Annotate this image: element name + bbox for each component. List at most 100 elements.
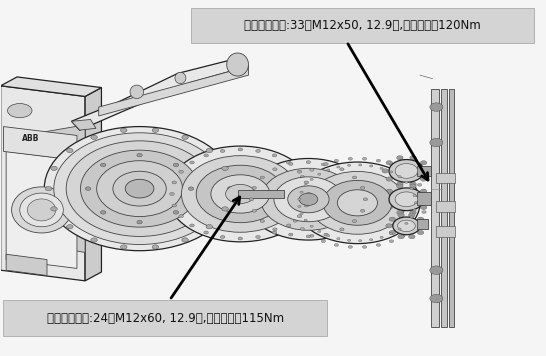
Circle shape [289, 233, 293, 236]
Circle shape [306, 161, 311, 164]
Circle shape [401, 168, 405, 171]
Circle shape [386, 189, 393, 193]
Circle shape [206, 148, 212, 153]
Circle shape [97, 161, 182, 216]
Circle shape [289, 163, 293, 166]
Polygon shape [1, 77, 102, 96]
Ellipse shape [20, 193, 63, 227]
Text: 外圈紧固螺栓:24颗M12x60, 12.9级,紧固扭力为115Nm: 外圈紧固螺栓:24颗M12x60, 12.9级,紧固扭力为115Nm [47, 312, 284, 325]
Circle shape [420, 224, 427, 228]
Polygon shape [441, 89, 447, 327]
Circle shape [310, 225, 313, 227]
Circle shape [363, 246, 367, 248]
Circle shape [304, 219, 307, 221]
Circle shape [289, 192, 293, 195]
Circle shape [222, 166, 228, 171]
Circle shape [295, 162, 420, 244]
Ellipse shape [11, 187, 72, 233]
Polygon shape [6, 151, 77, 268]
Circle shape [206, 225, 212, 229]
Circle shape [359, 164, 362, 166]
Polygon shape [417, 166, 431, 176]
Circle shape [380, 167, 383, 169]
Circle shape [323, 180, 392, 225]
Circle shape [389, 188, 424, 211]
Circle shape [45, 187, 52, 191]
Circle shape [398, 228, 401, 230]
Circle shape [385, 224, 392, 228]
Circle shape [300, 213, 303, 215]
Circle shape [67, 225, 73, 229]
Circle shape [293, 219, 298, 222]
Circle shape [420, 161, 427, 165]
Circle shape [298, 205, 301, 208]
Circle shape [363, 198, 367, 201]
Circle shape [318, 230, 321, 232]
Circle shape [398, 213, 404, 217]
Circle shape [430, 266, 443, 274]
Circle shape [121, 245, 127, 249]
Circle shape [91, 238, 97, 242]
Circle shape [370, 165, 373, 167]
Circle shape [396, 184, 403, 188]
Polygon shape [436, 201, 455, 212]
Circle shape [359, 240, 362, 242]
Circle shape [386, 205, 393, 210]
Circle shape [238, 237, 242, 240]
Circle shape [204, 154, 209, 157]
Circle shape [352, 176, 357, 179]
Circle shape [66, 141, 213, 236]
Circle shape [405, 181, 408, 183]
Circle shape [182, 238, 188, 242]
Circle shape [288, 186, 329, 213]
Circle shape [414, 202, 417, 204]
Circle shape [182, 135, 188, 140]
Circle shape [310, 178, 313, 180]
Circle shape [91, 135, 97, 140]
Circle shape [413, 209, 416, 211]
Circle shape [300, 227, 305, 230]
Circle shape [382, 169, 388, 173]
Circle shape [256, 235, 260, 239]
Circle shape [304, 181, 308, 184]
Circle shape [167, 146, 314, 242]
Circle shape [348, 157, 353, 160]
Circle shape [137, 220, 143, 224]
Circle shape [304, 184, 307, 187]
Circle shape [389, 240, 394, 243]
Circle shape [310, 234, 314, 237]
Circle shape [85, 187, 91, 190]
Circle shape [181, 156, 299, 232]
Circle shape [51, 207, 57, 211]
Circle shape [327, 235, 330, 237]
Circle shape [170, 193, 174, 195]
Circle shape [260, 176, 264, 179]
Circle shape [420, 205, 427, 210]
Polygon shape [436, 173, 455, 183]
Circle shape [430, 138, 443, 147]
Circle shape [337, 237, 340, 240]
Circle shape [430, 294, 443, 303]
Ellipse shape [130, 85, 144, 99]
Polygon shape [238, 190, 284, 198]
Circle shape [360, 209, 365, 212]
Circle shape [420, 177, 427, 181]
Circle shape [424, 197, 431, 201]
Polygon shape [417, 192, 431, 205]
Circle shape [410, 216, 413, 218]
Circle shape [389, 171, 393, 173]
Polygon shape [449, 89, 454, 327]
Circle shape [306, 193, 311, 195]
Circle shape [297, 170, 302, 173]
Circle shape [188, 187, 194, 190]
Circle shape [410, 176, 414, 178]
Circle shape [389, 230, 396, 235]
Circle shape [309, 172, 406, 234]
Circle shape [272, 168, 277, 171]
Circle shape [260, 220, 264, 222]
Circle shape [398, 176, 401, 178]
Polygon shape [3, 127, 77, 160]
Circle shape [287, 224, 291, 227]
Ellipse shape [27, 199, 56, 221]
Circle shape [376, 244, 381, 246]
